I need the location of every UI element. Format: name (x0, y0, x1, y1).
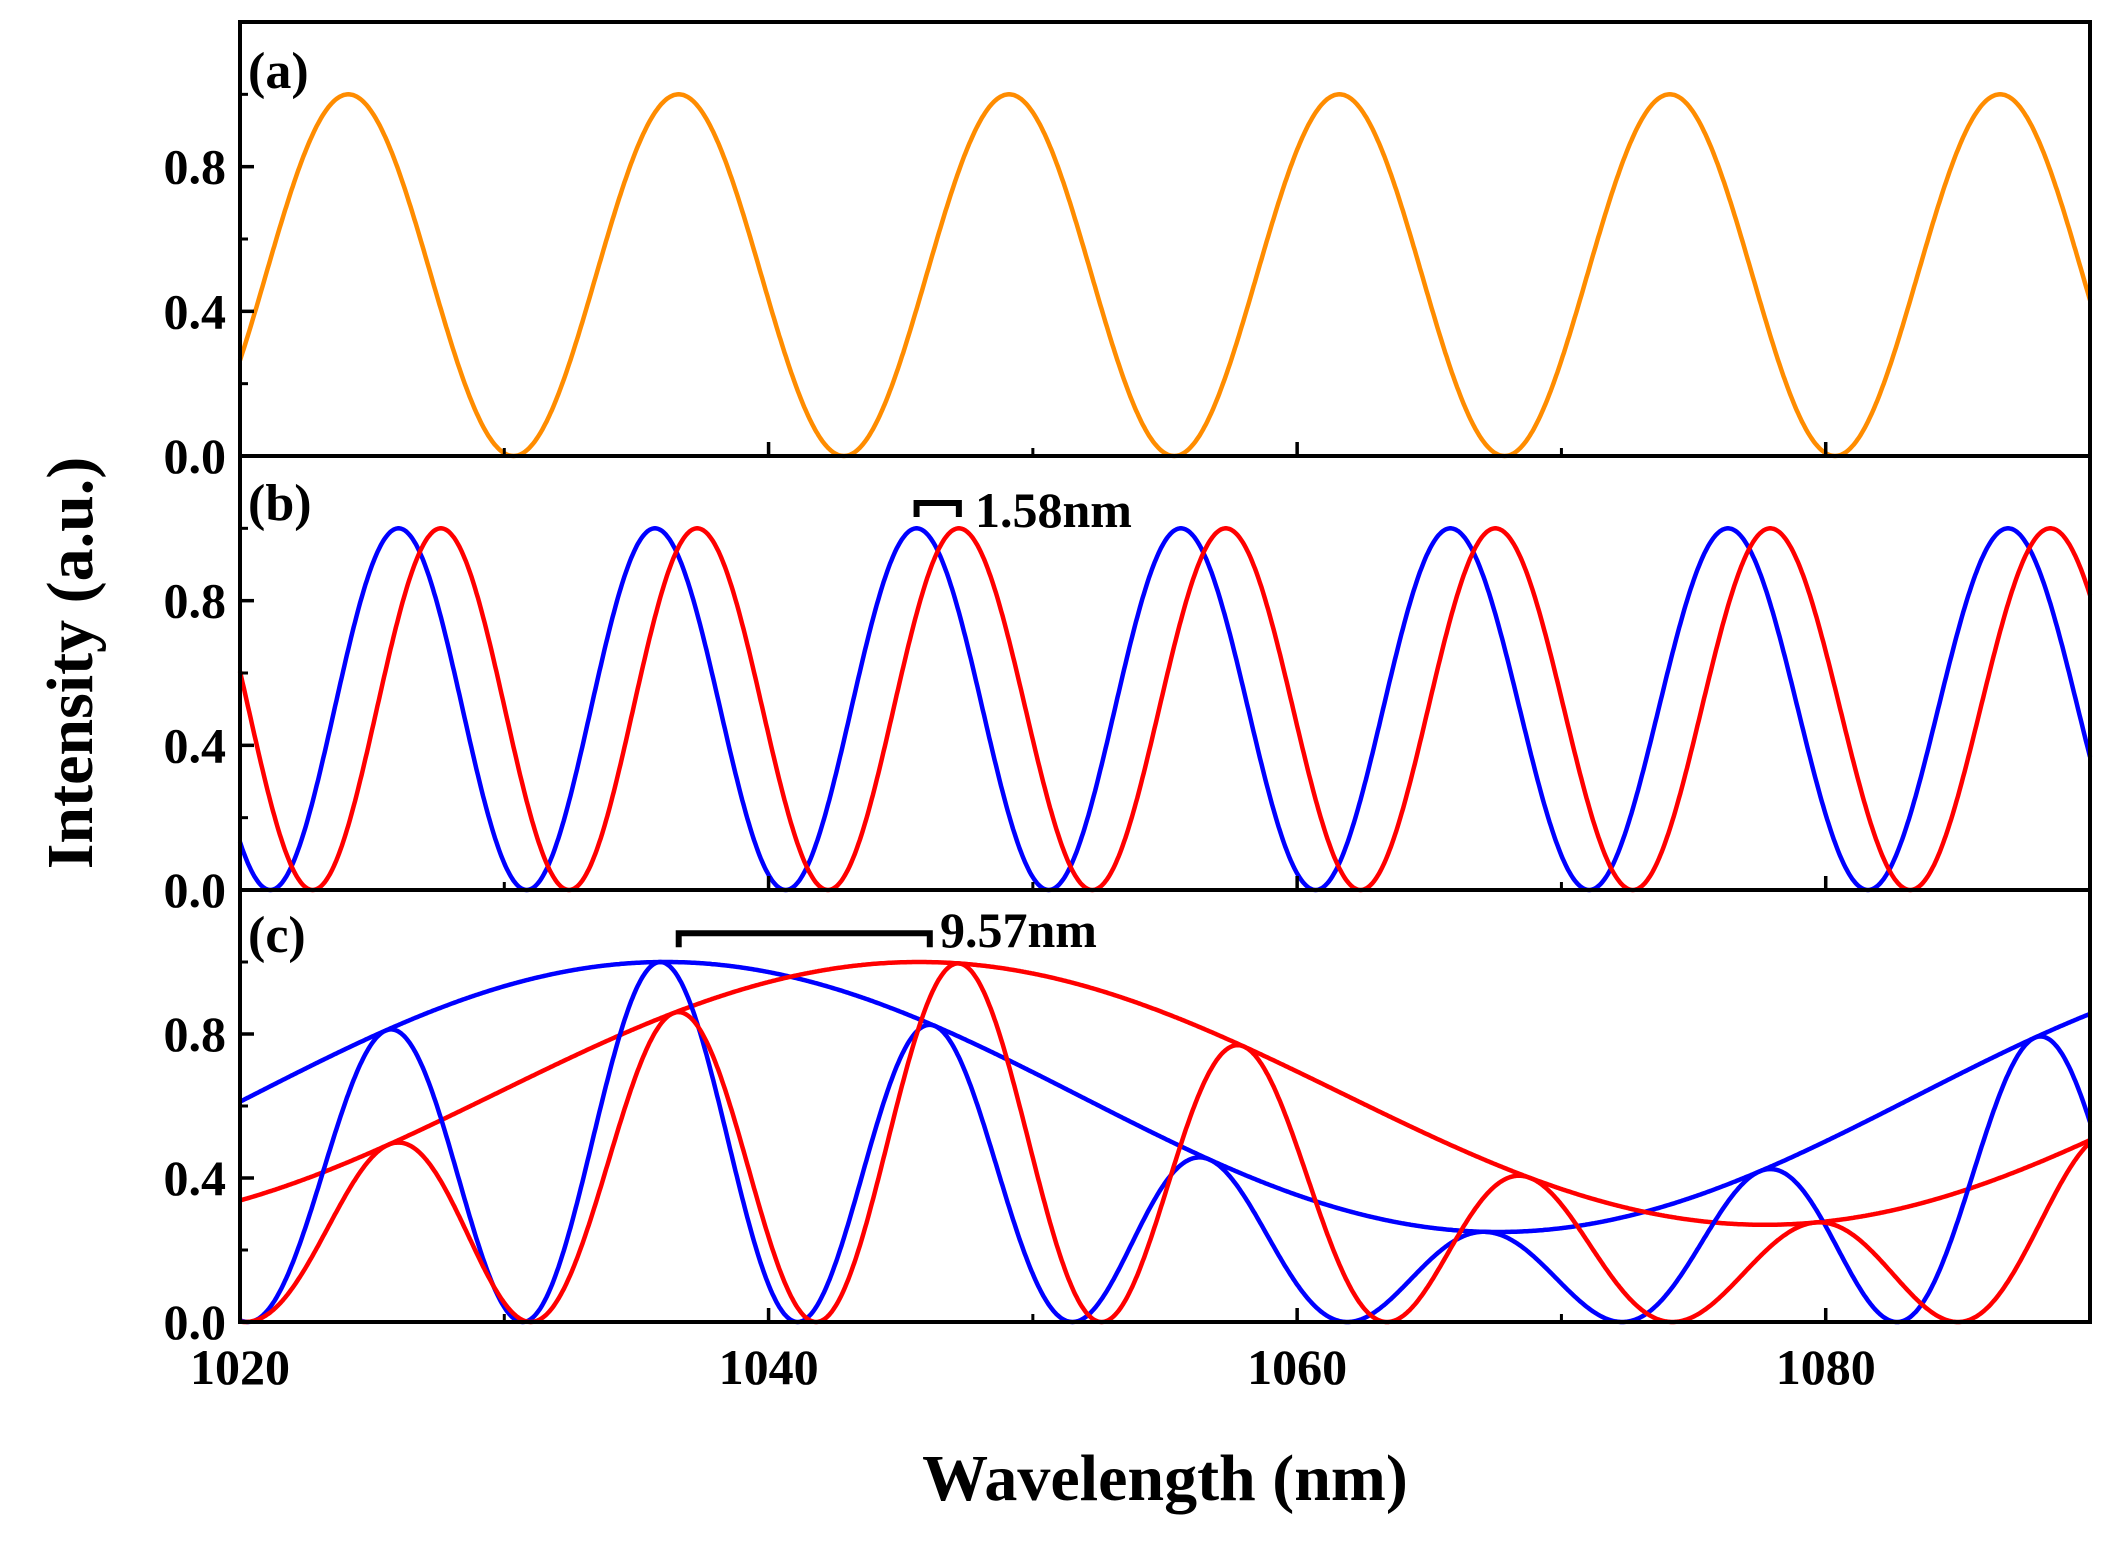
series-line-2-0 (238, 959, 2091, 1235)
y-tick-label-1-2: 0.8 (164, 573, 227, 629)
panel-frame-1 (238, 454, 2092, 892)
y-tick-label-2-0: 0.0 (164, 1294, 227, 1350)
series-line-2-2 (239, 959, 2093, 1325)
x-tick-label-1: 1040 (719, 1339, 819, 1395)
y-tick-label-0-1: 0.4 (164, 283, 227, 339)
panel-label-a: (a) (248, 43, 309, 100)
y-axis-title: Intensity (a.u.) (34, 457, 107, 870)
annotation-bracket-2 (675, 930, 933, 948)
x-tick-label-3: 1080 (1776, 1339, 1876, 1395)
y-tick-label-1-1: 0.4 (164, 717, 227, 773)
x-tick-label-2: 1060 (1247, 1339, 1347, 1395)
y-tick-label-2-1: 0.4 (164, 1150, 227, 1206)
ticks-layer: 0.0 0.4 0.8 0.0 0.4 0.8 0.0 0.4 0.8 1020 1040 1060 1… (164, 92, 2092, 1395)
y-tick-label-2-2: 0.8 (164, 1006, 227, 1062)
x-tick-label-0: 1020 (190, 1339, 290, 1395)
panel-label-c: (c) (248, 907, 306, 964)
panel-label-b: (b) (248, 475, 312, 532)
annotations-layer (675, 500, 962, 948)
panel-frame-2 (238, 888, 2092, 1324)
y-tick-label-0-0: 0.0 (164, 428, 227, 484)
frames-layer (238, 20, 2092, 1324)
series-line-2-3 (239, 961, 2092, 1325)
curves-layer (237, 92, 2093, 1325)
annotation-label-b: 1.58nm (975, 482, 1132, 538)
panel-frame-0 (238, 20, 2092, 458)
series-line-0-0 (237, 92, 2093, 459)
annotation-label-c: 9.57nm (940, 902, 1097, 958)
x-axis-title: Wavelength (nm) (922, 1442, 1408, 1515)
series-line-2-1 (239, 959, 2091, 1228)
series-line-1-1 (237, 526, 2093, 893)
y-tick-label-1-0: 0.0 (164, 862, 227, 918)
y-tick-label-0-2: 0.8 (164, 139, 227, 195)
annotation-bracket-1 (913, 500, 962, 518)
series-line-1-0 (237, 526, 2093, 893)
